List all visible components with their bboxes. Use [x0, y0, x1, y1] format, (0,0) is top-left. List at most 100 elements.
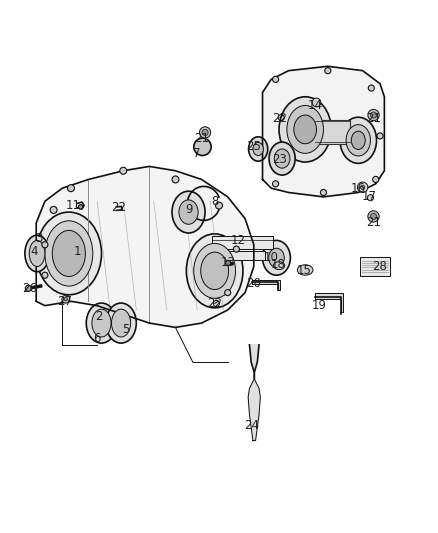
Text: 10: 10 [264, 251, 279, 264]
Circle shape [67, 184, 74, 192]
Circle shape [377, 133, 383, 139]
Text: 22: 22 [207, 297, 222, 310]
Circle shape [42, 272, 48, 278]
Circle shape [312, 98, 321, 107]
Polygon shape [315, 293, 343, 312]
Text: 1: 1 [74, 245, 81, 258]
Ellipse shape [273, 262, 285, 270]
Text: 18: 18 [270, 258, 285, 271]
Text: 16: 16 [351, 182, 366, 195]
Ellipse shape [25, 235, 49, 272]
Ellipse shape [368, 109, 379, 120]
Text: 21: 21 [194, 132, 209, 144]
Ellipse shape [106, 303, 136, 343]
Circle shape [233, 246, 240, 252]
Circle shape [42, 241, 48, 248]
Polygon shape [262, 66, 385, 197]
Text: 20: 20 [247, 277, 261, 290]
Text: 23: 23 [272, 154, 287, 166]
Circle shape [50, 206, 57, 213]
Ellipse shape [371, 112, 377, 118]
Ellipse shape [368, 211, 379, 222]
Text: 14: 14 [307, 99, 322, 112]
Text: 6: 6 [93, 332, 101, 345]
Ellipse shape [287, 106, 323, 154]
Text: 12: 12 [231, 234, 246, 247]
Ellipse shape [201, 252, 229, 289]
Text: 25: 25 [247, 140, 261, 154]
Ellipse shape [249, 137, 268, 161]
Ellipse shape [274, 149, 290, 168]
Ellipse shape [262, 240, 290, 275]
Text: 22: 22 [272, 112, 287, 125]
FancyBboxPatch shape [315, 119, 350, 143]
Text: 8: 8 [211, 195, 218, 208]
Ellipse shape [202, 130, 208, 135]
FancyBboxPatch shape [212, 237, 273, 249]
Text: 21: 21 [366, 216, 381, 230]
Ellipse shape [194, 138, 211, 156]
Circle shape [367, 195, 374, 201]
Ellipse shape [36, 212, 102, 295]
Ellipse shape [86, 303, 117, 343]
Text: 2: 2 [95, 310, 103, 323]
Circle shape [25, 285, 32, 292]
Circle shape [357, 182, 368, 192]
FancyBboxPatch shape [360, 257, 390, 276]
Circle shape [120, 167, 127, 174]
Ellipse shape [45, 221, 93, 286]
Text: 17: 17 [362, 190, 377, 204]
Ellipse shape [371, 213, 377, 220]
Text: 27: 27 [57, 295, 72, 308]
Circle shape [62, 295, 70, 303]
Circle shape [272, 181, 279, 187]
FancyBboxPatch shape [212, 251, 265, 260]
Ellipse shape [294, 115, 317, 144]
Text: 24: 24 [244, 419, 259, 432]
Polygon shape [36, 166, 254, 327]
Ellipse shape [269, 142, 295, 175]
Ellipse shape [199, 127, 211, 138]
Ellipse shape [340, 117, 377, 163]
Text: 7: 7 [194, 147, 201, 160]
Ellipse shape [194, 244, 236, 298]
Ellipse shape [172, 191, 205, 233]
Ellipse shape [29, 240, 45, 266]
Text: 4: 4 [30, 245, 38, 258]
Text: 11: 11 [66, 199, 81, 212]
Circle shape [373, 176, 379, 182]
Circle shape [225, 289, 231, 296]
Circle shape [215, 202, 223, 209]
Text: 22: 22 [111, 201, 127, 214]
Text: 5: 5 [122, 323, 129, 336]
Ellipse shape [346, 125, 371, 156]
Ellipse shape [112, 309, 131, 337]
Text: 28: 28 [373, 260, 388, 273]
Circle shape [272, 76, 279, 83]
Circle shape [172, 176, 179, 183]
Circle shape [321, 189, 326, 196]
Ellipse shape [268, 248, 284, 268]
Text: 19: 19 [311, 299, 327, 312]
Text: 26: 26 [22, 282, 37, 295]
Ellipse shape [179, 200, 198, 224]
Text: 9: 9 [185, 204, 192, 216]
Circle shape [78, 205, 83, 209]
Circle shape [226, 261, 231, 265]
Ellipse shape [186, 234, 243, 308]
Text: 13: 13 [220, 256, 235, 269]
Text: 21: 21 [366, 112, 381, 125]
Ellipse shape [253, 142, 263, 156]
Ellipse shape [92, 309, 111, 337]
Polygon shape [252, 279, 280, 290]
Circle shape [368, 85, 374, 91]
Ellipse shape [279, 97, 331, 162]
Ellipse shape [52, 230, 85, 277]
Ellipse shape [297, 265, 313, 275]
Text: 15: 15 [297, 264, 311, 277]
Polygon shape [250, 345, 259, 371]
Circle shape [360, 185, 365, 189]
Polygon shape [248, 371, 260, 441]
Text: 3: 3 [35, 232, 42, 245]
Circle shape [64, 297, 67, 301]
